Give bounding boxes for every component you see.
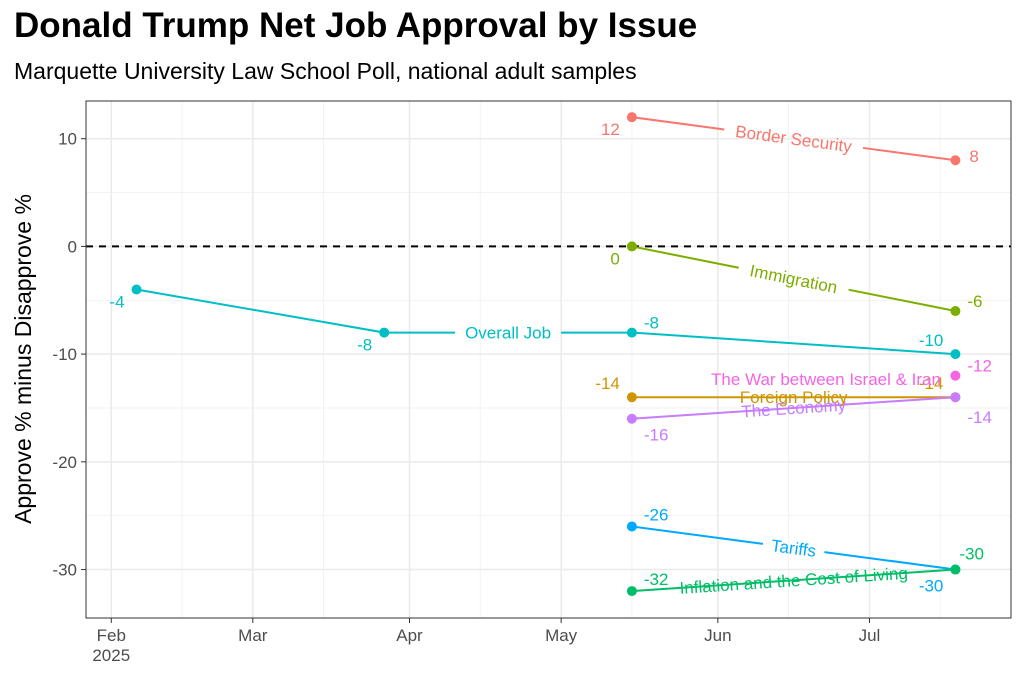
data-point: [626, 112, 637, 123]
point-value-label: -14: [595, 374, 620, 393]
series-name-label: Foreign Policy: [740, 388, 848, 407]
x-tick-label: Apr: [396, 626, 423, 645]
series-line-segment: [631, 525, 764, 545]
series-line-segment: [631, 568, 956, 593]
series-line-segment: [848, 288, 956, 313]
series-lines: [136, 116, 956, 593]
y-axis-label: Approve % minus Disapprove %: [10, 194, 36, 524]
series-line-segment: [631, 116, 725, 131]
point-value-label: -6: [967, 292, 982, 311]
data-point: [626, 413, 637, 424]
data-point: [626, 327, 637, 338]
x-tick-label: Mar: [238, 626, 268, 645]
point-value-label: 8: [969, 147, 978, 166]
data-point: [950, 564, 961, 575]
point-value-label: 0: [610, 249, 619, 268]
point-value-label: -14: [967, 408, 992, 427]
point-labels: 12 8 0 -6 -4 -8 -8 -10 -12 -14 -14 -16 -14 -26 -30 -32 -…: [109, 120, 992, 595]
point-value-label: -12: [967, 357, 992, 376]
data-point: [131, 284, 142, 295]
data-point: [626, 521, 637, 532]
series-line-segment: [631, 396, 956, 420]
data-point: [950, 349, 961, 360]
x-tick-label: Jun: [704, 626, 731, 645]
y-tick-label: -20: [52, 453, 77, 472]
chart-subtitle: Marquette University Law School Poll, na…: [14, 58, 637, 84]
data-point: [626, 241, 637, 252]
series-line-segment: [824, 551, 956, 571]
x-tick-label: May: [545, 626, 578, 645]
data-point: [950, 392, 961, 403]
point-value-label: -32: [644, 570, 669, 589]
grid: [86, 101, 1011, 618]
data-point: [950, 155, 961, 166]
chart-title: Donald Trump Net Job Approval by Issue: [14, 6, 698, 45]
series-name-label: The War between Israel & Iran: [711, 370, 941, 389]
series-line-segment: [862, 146, 956, 162]
plot-border: [85, 100, 1012, 619]
point-value-label: -14: [919, 374, 944, 393]
series-name-label: Border Security: [734, 122, 853, 156]
point-value-label: 12: [601, 120, 620, 139]
series-line-segment: [631, 331, 956, 356]
point-value-label: -4: [109, 292, 124, 311]
point-value-label: -30: [959, 545, 984, 564]
y-tick-label: 0: [68, 237, 77, 256]
y-tick-label: 10: [58, 130, 77, 149]
point-value-label: -8: [644, 314, 659, 333]
point-value-label: -30: [919, 577, 944, 596]
data-point: [950, 370, 961, 381]
x-tick-label: Feb 2025: [92, 626, 130, 665]
point-value-label: -8: [357, 336, 372, 355]
series-name-label: Tariffs: [770, 536, 817, 561]
series-line-segment: [631, 245, 739, 269]
data-point: [379, 327, 390, 338]
data-point: [626, 392, 637, 403]
series-line-segment: [136, 288, 385, 334]
x-tick-label: Jul: [859, 626, 881, 645]
series-points: [131, 112, 961, 597]
data-point: [626, 586, 637, 597]
point-value-label: -10: [919, 331, 944, 350]
point-value-label: -26: [644, 505, 669, 524]
axes: 10 0 -10 -20 -30 Feb 2025 Mar Apr May Jun Jul: [52, 130, 880, 665]
data-point: [950, 306, 961, 317]
point-value-label: -16: [644, 426, 669, 445]
series-name-label: Overall Job: [465, 324, 551, 343]
y-tick-label: -10: [52, 345, 77, 364]
series-name-label: Immigration: [748, 261, 839, 297]
y-tick-label: -30: [52, 561, 77, 580]
